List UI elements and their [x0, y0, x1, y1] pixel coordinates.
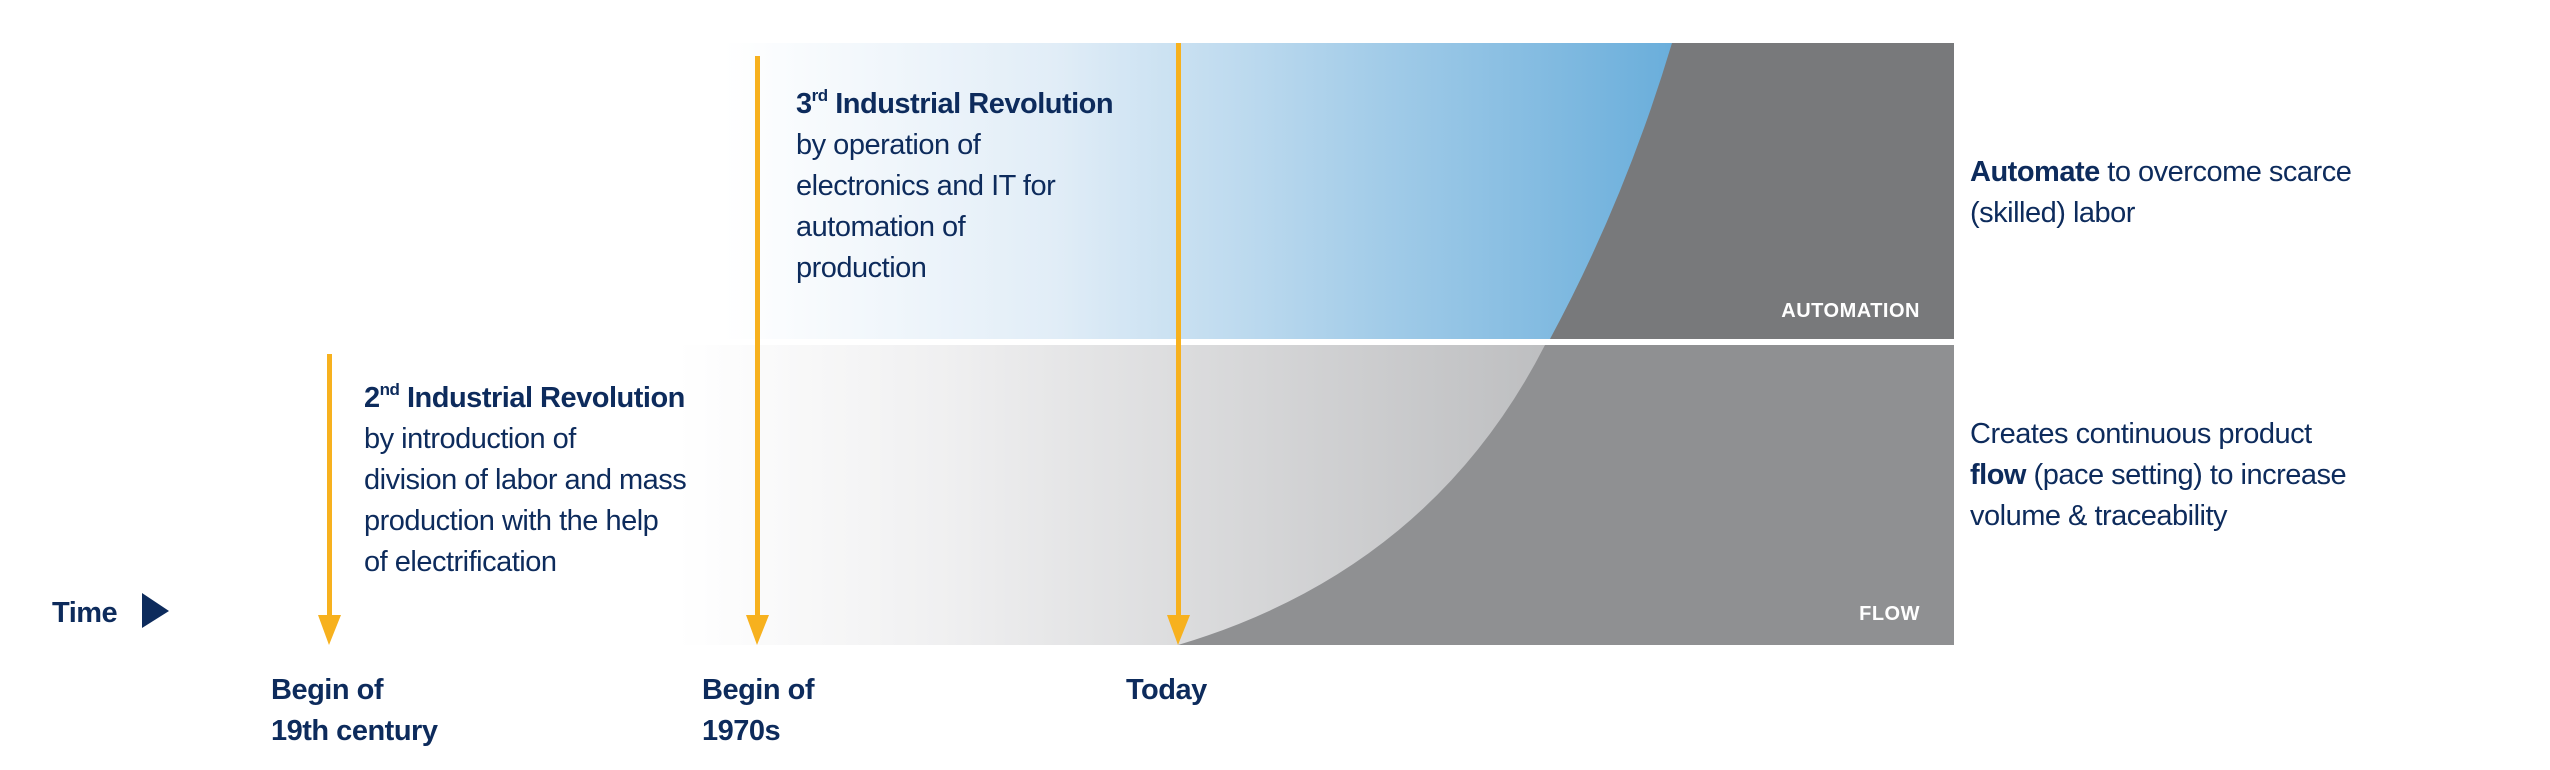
flow-note-rest: (pace setting) to increase: [2026, 459, 2347, 491]
arrow-today: [1167, 43, 1190, 645]
revolution-3-line: by operation of: [796, 129, 981, 161]
automation-note-rest: to overcome scarce: [2099, 156, 2352, 188]
milestone-line: Begin of: [702, 674, 815, 706]
milestone-line: 19th century: [271, 715, 438, 747]
automation-label: AUTOMATION: [1781, 300, 1920, 322]
revolution-2-line: production with the help: [364, 505, 659, 537]
revolution-2-text: 2nd Industrial Revolution by introductio…: [364, 378, 687, 583]
flow-note: Creates continuous product flow (pace se…: [1970, 414, 2347, 537]
triangle-right-icon: [142, 593, 169, 628]
milestone-1970s: Begin of 1970s: [702, 670, 815, 752]
flow-note-line: Creates continuous product: [1970, 418, 2312, 450]
revolution-3-line: automation of: [796, 211, 966, 243]
flow-note-line: volume & traceability: [1970, 500, 2228, 532]
flow-note-bold: flow: [1970, 459, 2027, 491]
revolution-3-line: production: [796, 252, 927, 284]
flow-area: [1178, 345, 1954, 645]
automation-note: Automate to overcome scarce (skilled) la…: [1970, 152, 2352, 234]
revolution-2-title: 2nd Industrial Revolution: [364, 380, 685, 414]
milestone-today: Today: [1126, 670, 1207, 711]
milestone-line: 1970s: [702, 715, 781, 747]
milestone-line: Begin of: [271, 674, 384, 706]
revolution-2-line: of electrification: [364, 546, 557, 578]
flow-label: FLOW: [1859, 603, 1920, 625]
arrow-19th-century: [318, 354, 341, 645]
automation-note-bold: Automate: [1970, 156, 2100, 188]
revolution-2-line: by introduction of: [364, 423, 576, 455]
milestone-19th-century: Begin of 19th century: [271, 670, 438, 752]
revolution-3-title: 3rd Industrial Revolution: [796, 86, 1114, 120]
milestone-line: Today: [1126, 674, 1207, 706]
automation-area: [1550, 43, 1954, 339]
automation-note-line: (skilled) labor: [1970, 197, 2135, 229]
arrow-1970s: [746, 56, 769, 645]
time-label: Time: [52, 597, 118, 629]
revolution-2-line: division of labor and mass: [364, 464, 687, 496]
revolution-3-text: 3rd Industrial Revolution by operation o…: [796, 84, 1114, 289]
revolution-3-line: electronics and IT for: [796, 170, 1056, 202]
